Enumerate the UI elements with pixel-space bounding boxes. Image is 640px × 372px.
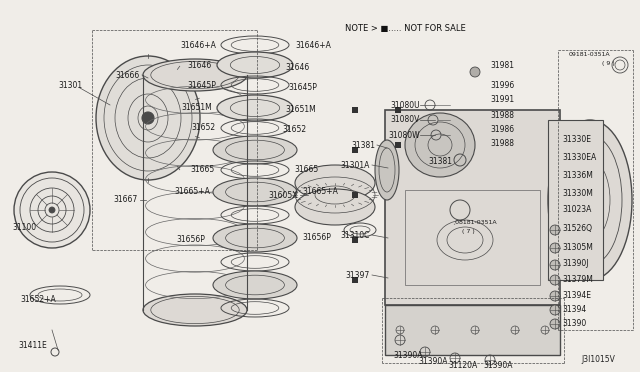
Text: 31645P: 31645P: [288, 83, 317, 92]
Text: 31988: 31988: [490, 138, 514, 148]
Text: ( 7 ): ( 7 ): [462, 230, 475, 234]
Text: 31305M: 31305M: [562, 243, 593, 251]
Text: 31023A: 31023A: [562, 205, 591, 215]
Text: 31646: 31646: [285, 62, 309, 71]
Bar: [352, 277, 358, 283]
Text: 31397: 31397: [346, 270, 370, 279]
Ellipse shape: [217, 52, 293, 78]
Text: 31330E: 31330E: [562, 135, 591, 144]
Text: 31381: 31381: [428, 157, 452, 167]
Bar: [548, 120, 603, 280]
Text: 31411E: 31411E: [18, 340, 47, 350]
Text: 31381: 31381: [351, 141, 375, 150]
Bar: [395, 107, 401, 113]
Text: 31646+A: 31646+A: [295, 41, 331, 49]
Text: 31652: 31652: [192, 124, 216, 132]
Bar: [352, 147, 358, 153]
Circle shape: [550, 243, 560, 253]
Ellipse shape: [555, 202, 565, 218]
Text: 31390: 31390: [562, 318, 586, 327]
Text: 31336M: 31336M: [562, 170, 593, 180]
Circle shape: [550, 291, 560, 301]
Text: 31666: 31666: [116, 71, 140, 80]
Bar: [352, 192, 358, 198]
Text: 31390A: 31390A: [393, 350, 422, 359]
Ellipse shape: [295, 189, 375, 225]
Bar: [352, 107, 358, 113]
Text: 31667: 31667: [114, 196, 138, 205]
Bar: [385, 305, 560, 355]
Text: 31390A: 31390A: [418, 357, 447, 366]
Circle shape: [550, 275, 560, 285]
Bar: [352, 237, 358, 243]
Text: 31665: 31665: [294, 166, 318, 174]
Text: 31645P: 31645P: [187, 80, 216, 90]
Text: ¸08181-0351A: ¸08181-0351A: [452, 219, 497, 224]
Ellipse shape: [548, 120, 632, 280]
Text: 31080W: 31080W: [388, 131, 420, 140]
Text: 31394: 31394: [562, 305, 586, 314]
Text: 31651M: 31651M: [181, 103, 212, 112]
Text: 31981: 31981: [490, 61, 514, 70]
Text: NOTE > ■..... NOT FOR SALE: NOTE > ■..... NOT FOR SALE: [345, 23, 466, 32]
Ellipse shape: [375, 140, 399, 200]
Text: 31656P: 31656P: [302, 234, 331, 243]
Circle shape: [550, 305, 560, 315]
Text: 31665: 31665: [191, 166, 215, 174]
Circle shape: [14, 172, 90, 248]
Circle shape: [142, 112, 154, 124]
Ellipse shape: [213, 271, 297, 299]
Text: 31646: 31646: [188, 61, 212, 70]
Text: 31394E: 31394E: [562, 291, 591, 299]
Text: 31080V: 31080V: [390, 115, 420, 125]
Text: 31996: 31996: [490, 80, 515, 90]
Bar: [395, 142, 401, 148]
Ellipse shape: [213, 224, 297, 252]
Circle shape: [470, 67, 480, 77]
Ellipse shape: [143, 59, 247, 91]
Text: 31080U: 31080U: [390, 100, 420, 109]
Ellipse shape: [405, 113, 475, 177]
Text: 31652: 31652: [282, 125, 306, 135]
Bar: [385, 110, 560, 305]
Text: 31988: 31988: [490, 110, 514, 119]
Text: 31991: 31991: [490, 96, 514, 105]
Ellipse shape: [213, 136, 297, 164]
Ellipse shape: [96, 56, 200, 180]
Text: ( 9 ): ( 9 ): [602, 61, 615, 65]
Text: 31100: 31100: [12, 224, 36, 232]
Text: 31120A: 31120A: [448, 360, 477, 369]
Text: 31310C: 31310C: [340, 231, 370, 240]
Text: 09181-0351A: 09181-0351A: [568, 52, 610, 58]
Text: 31646+A: 31646+A: [180, 41, 216, 49]
Text: 31665+A: 31665+A: [174, 187, 210, 196]
Circle shape: [550, 319, 560, 329]
Text: 31651M: 31651M: [285, 106, 316, 115]
Text: 31301A: 31301A: [340, 160, 370, 170]
Text: 31379M: 31379M: [562, 275, 593, 283]
Bar: [405, 190, 540, 285]
Ellipse shape: [555, 252, 565, 268]
Text: 31656P: 31656P: [176, 235, 205, 244]
Text: 31390J: 31390J: [562, 260, 589, 269]
Circle shape: [550, 260, 560, 270]
Circle shape: [550, 225, 560, 235]
Ellipse shape: [295, 165, 375, 201]
Text: 31986: 31986: [490, 125, 514, 135]
Text: 31330M: 31330M: [562, 189, 593, 199]
Text: 31526Q: 31526Q: [562, 224, 592, 232]
Ellipse shape: [217, 95, 293, 121]
Text: J3I1015V: J3I1015V: [581, 356, 615, 365]
Ellipse shape: [213, 178, 297, 206]
Text: 31605X: 31605X: [269, 190, 298, 199]
Text: 31390A: 31390A: [483, 362, 513, 371]
Ellipse shape: [555, 152, 565, 168]
Ellipse shape: [143, 294, 247, 326]
Circle shape: [49, 207, 55, 213]
Text: 31652+A: 31652+A: [20, 295, 56, 305]
Text: 31330EA: 31330EA: [562, 154, 596, 163]
Text: 31665+A: 31665+A: [302, 187, 338, 196]
Text: 31301: 31301: [58, 80, 82, 90]
